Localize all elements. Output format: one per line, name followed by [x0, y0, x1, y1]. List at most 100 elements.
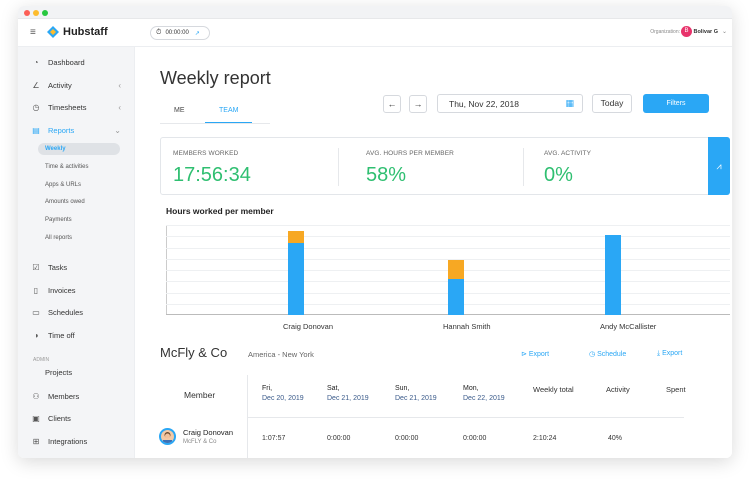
- sidebar-item-members[interactable]: ⚇ Members: [18, 387, 135, 405]
- chart-gridline: [166, 258, 730, 260]
- chart-bar-hannah-smith-series-1[interactable]: [448, 259, 464, 279]
- filters-button[interactable]: Filters: [643, 94, 709, 113]
- tab-team[interactable]: TEAM: [219, 107, 239, 114]
- main-content: Weekly report ME TEAM ← → Thu, Nov 22, 2…: [135, 47, 732, 458]
- column-header-activity: Activity: [606, 385, 630, 394]
- cell-day-3: 0:00:00: [395, 435, 419, 442]
- day-date: Dec 21, 2019: [327, 395, 369, 402]
- avatar: [159, 428, 176, 445]
- chart-bar-craig-donovan-series-0[interactable]: [288, 243, 304, 315]
- clients-icon: ▣: [32, 413, 40, 423]
- stat-label-avg-hours: AVG. HOURS PER MEMBER: [366, 150, 454, 157]
- sidebar-subitem-payments[interactable]: Payments: [45, 217, 72, 223]
- chart-bar-craig-donovan-series-1[interactable]: [288, 231, 304, 243]
- activity-icon: ∠: [32, 80, 40, 90]
- cell-weekly-total: 2:10:24: [533, 435, 557, 442]
- hubstaff-logo-icon: [46, 25, 60, 44]
- schedules-icon: ▭: [32, 307, 40, 317]
- column-header-day: Sat, Dec 21, 2019: [327, 384, 369, 404]
- stat-value-members-worked: 17:56:34: [173, 164, 251, 186]
- next-week-button[interactable]: →: [409, 95, 427, 113]
- minimize-window-button[interactable]: [33, 10, 39, 16]
- sidebar-item-clients[interactable]: ▣ Clients: [18, 409, 135, 427]
- time-off-icon: ◑: [33, 330, 39, 340]
- arrow-left-icon: ←: [387, 99, 397, 109]
- org-name[interactable]: Bolivar G: [693, 29, 718, 35]
- sidebar-item-label: Invoices: [48, 285, 76, 295]
- sidebar-item-activity[interactable]: ∠ Activity ‹: [18, 76, 135, 94]
- timer-widget[interactable]: ⏱ 00:00:00 ↗: [150, 26, 210, 40]
- sidebar-subitem-amounts-owed[interactable]: Amounts owed: [45, 199, 85, 205]
- tab-me[interactable]: ME: [174, 107, 185, 114]
- timer-value: 00:00:00: [165, 30, 189, 36]
- prev-week-button[interactable]: ←: [383, 95, 401, 113]
- stat-label-avg-activity: AVG. ACTIVITY: [544, 150, 592, 157]
- chart-bar-hannah-smith-series-0[interactable]: [448, 279, 464, 315]
- chart-bar-andy-mccallister-series-0[interactable]: [605, 234, 621, 315]
- stats-card: MEMBERS WORKED 17:56:34 AVG. HOURS PER M…: [160, 137, 730, 195]
- hamburger-menu-icon[interactable]: ≡: [30, 27, 36, 38]
- sidebar-item-reports[interactable]: ▤ Reports ⌄: [18, 121, 135, 139]
- expand-icon[interactable]: ↗: [194, 30, 200, 37]
- sidebar-item-time-off[interactable]: ◑ Time off: [18, 326, 135, 344]
- date-picker[interactable]: Thu, Nov 22, 2018 ▦: [437, 94, 583, 113]
- tabs-divider: [160, 123, 270, 124]
- chart-toggle-button[interactable]: ⩘: [708, 137, 730, 195]
- sidebar-item-label: Dashboard: [48, 57, 85, 67]
- clock-icon: ◷: [32, 102, 40, 112]
- day-name: Mon,: [463, 385, 479, 392]
- sidebar-item-label: Integrations: [48, 436, 88, 446]
- sidebar-item-label: Reports: [48, 125, 75, 135]
- cell-day-4: 0:00:00: [463, 435, 487, 442]
- day-date: Dec 22, 2019: [463, 395, 505, 402]
- chart-x-label: Craig Donovan: [283, 322, 334, 331]
- sidebar-subitem-all-reports[interactable]: All reports: [45, 235, 73, 241]
- day-date: Dec 20, 2019: [262, 395, 304, 402]
- today-button[interactable]: Today: [592, 94, 632, 113]
- chevron-down-icon[interactable]: ⌄: [721, 29, 727, 35]
- chart-area: [166, 225, 730, 315]
- schedule-label: Schedule: [597, 351, 627, 358]
- stat-value-avg-activity: 0%: [544, 164, 573, 186]
- chart-gridline: [166, 236, 730, 238]
- cell-day-2: 0:00:00: [327, 435, 351, 442]
- invoices-icon: ▯: [33, 285, 39, 295]
- sidebar-item-tasks[interactable]: ☑ Tasks: [18, 258, 135, 276]
- download-icon: ⤓: [657, 350, 661, 357]
- sidebar-subitem-weekly-active[interactable]: [38, 143, 120, 155]
- tasks-icon: ☑: [32, 262, 40, 272]
- sidebar-item-projects[interactable]: Projects: [45, 368, 73, 377]
- day-name: Fri,: [262, 385, 273, 392]
- schedule-button[interactable]: ◷ Schedule: [589, 350, 626, 358]
- column-header-member: Member: [184, 390, 216, 400]
- sidebar-subitem-weekly[interactable]: Weekly: [45, 146, 66, 152]
- sidebar-item-invoices[interactable]: ▯ Invoices: [18, 281, 135, 299]
- arrow-right-icon: →: [413, 99, 423, 109]
- calendar-icon: ▦: [565, 98, 574, 108]
- stopwatch-icon: ⏱: [156, 29, 162, 36]
- member-name[interactable]: Craig Donovan: [183, 428, 234, 437]
- maximize-window-button[interactable]: [42, 10, 48, 16]
- sidebar-item-integrations[interactable]: ⊞ Integrations: [18, 432, 135, 450]
- export-button[interactable]: ⊳ Export: [521, 350, 549, 358]
- close-window-button[interactable]: [24, 10, 30, 16]
- stat-divider: [338, 148, 339, 186]
- sidebar-item-label: Timesheets: [48, 102, 87, 112]
- download-export-button[interactable]: ⤓ Export: [657, 350, 682, 358]
- sidebar-item-timesheets[interactable]: ◷ Timesheets ‹: [18, 98, 135, 116]
- chart-x-label: Andy McCallister: [600, 322, 657, 331]
- day-name: Sun,: [395, 385, 410, 392]
- chevron-left-icon: ‹: [118, 80, 121, 90]
- cell-day-1: 1:07:57: [262, 435, 286, 442]
- export-label: Export: [528, 351, 550, 358]
- sidebar-item-schedules[interactable]: ▭ Schedules: [18, 303, 135, 321]
- organization-label: Organization:: [650, 29, 680, 35]
- sidebar-subitem-time-activities[interactable]: Time & activities: [45, 164, 89, 170]
- column-header-day: Mon, Dec 22, 2019: [463, 384, 505, 404]
- table-row[interactable]: Craig Donovan McFLY & Co 1:07:57 0:00:00…: [135, 419, 732, 457]
- org-avatar[interactable]: B: [681, 26, 692, 37]
- sidebar-item-dashboard[interactable]: ◔ Dashboard: [18, 53, 135, 71]
- sidebar-subitem-apps-urls[interactable]: Apps & URLs: [45, 182, 82, 188]
- column-header-spent: Spent: [666, 385, 686, 394]
- reports-icon: ▤: [32, 125, 40, 135]
